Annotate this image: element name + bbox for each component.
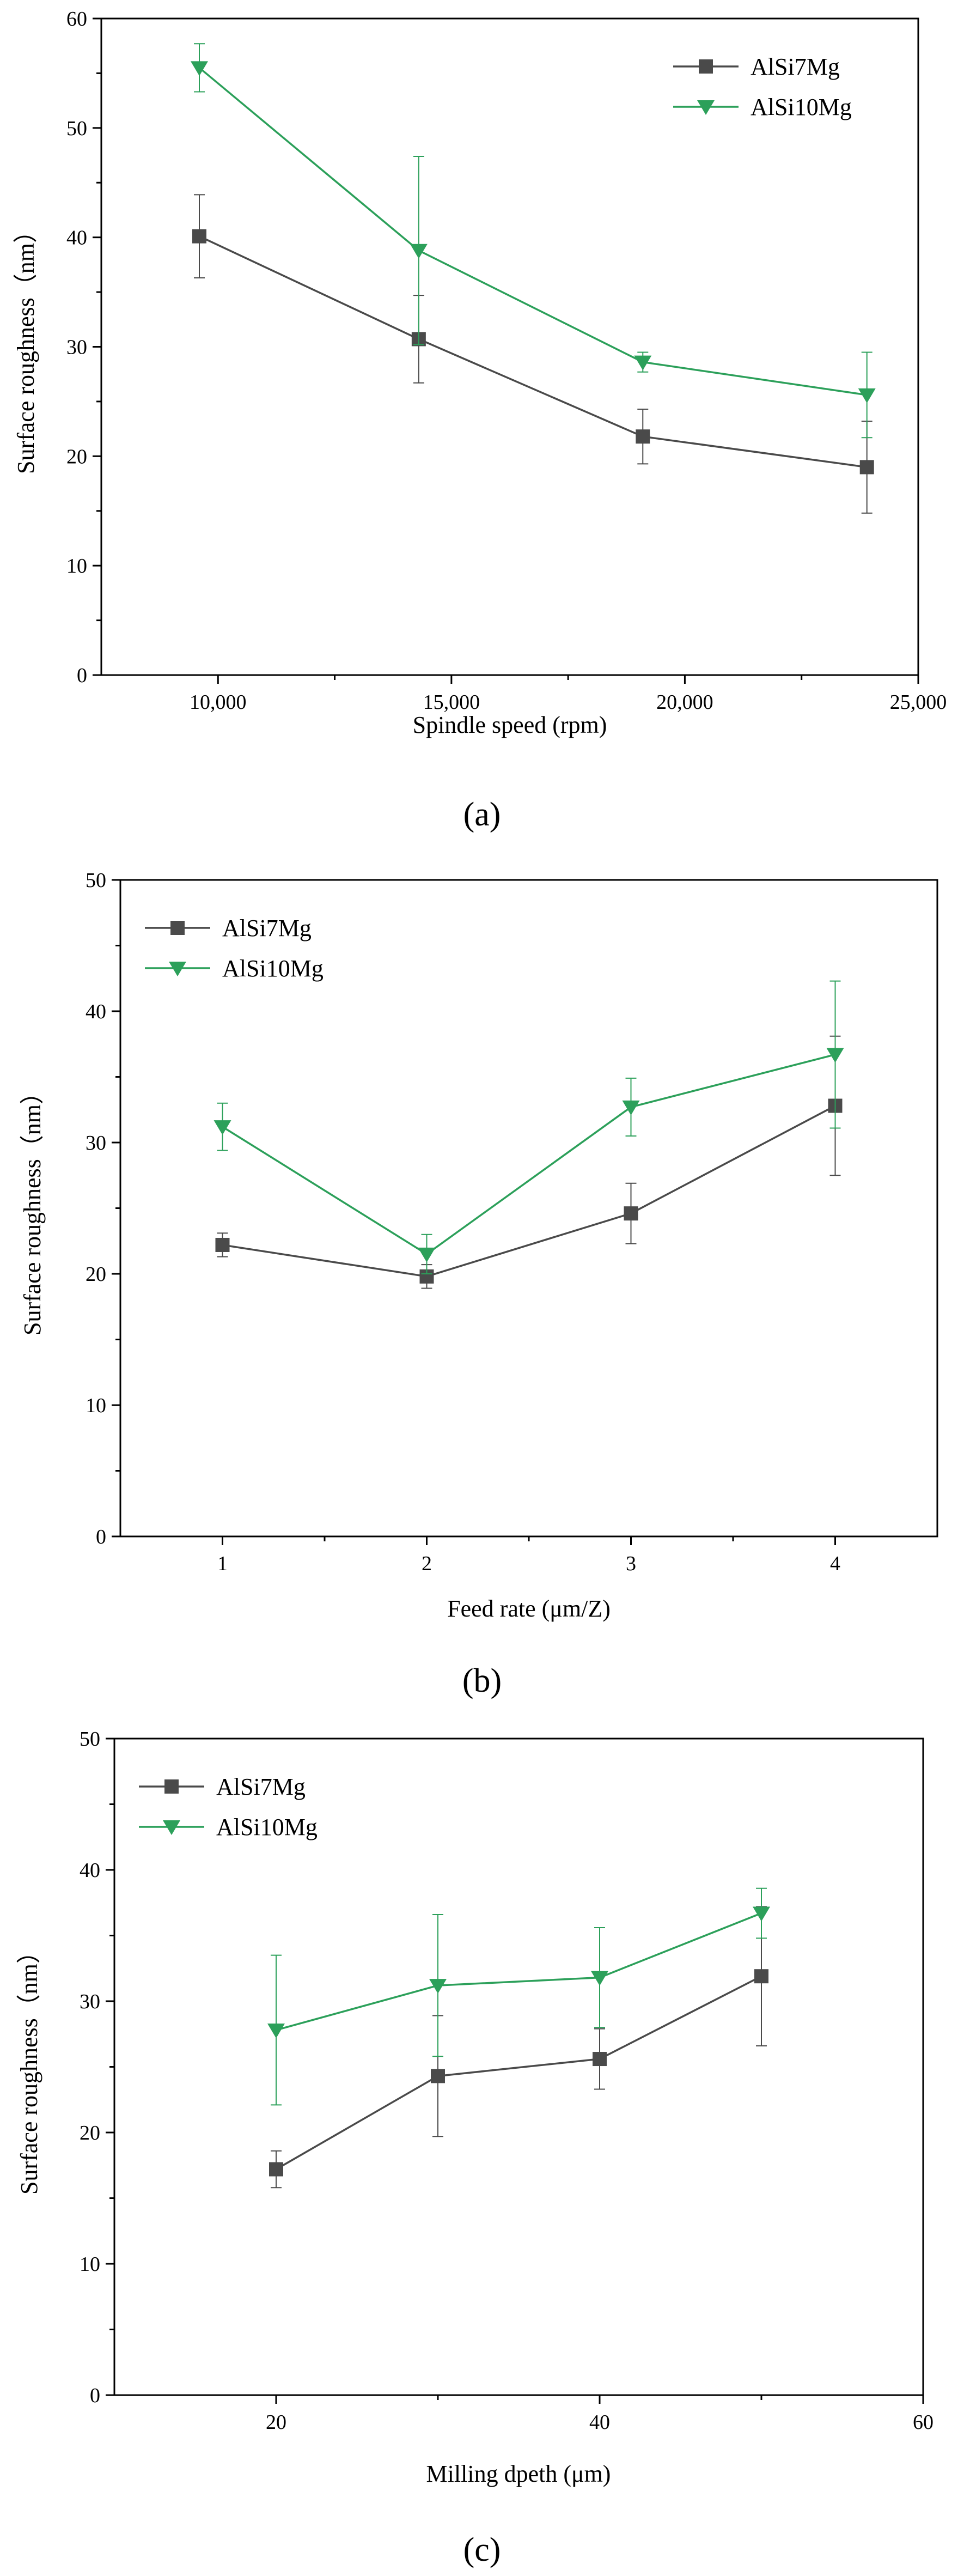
x-axis-label-a: Spindle speed (rpm) <box>413 712 607 738</box>
chart-panel-b: 0 10 20 30 40 50 1 2 3 4 AlSi7Mg AlSi10Mg Feed rat… <box>19 869 938 1699</box>
y-tick-label: 40 <box>80 1859 100 1882</box>
legend-marker-alsi7mg <box>170 921 185 935</box>
data-point-alsi7mg <box>754 1969 768 1984</box>
data-point-alsi10mg <box>410 244 428 259</box>
y-tick-label: 20 <box>66 445 87 468</box>
legend-label-alsi7mg: AlSi7Mg <box>222 915 312 941</box>
y-tick-label: 30 <box>66 336 87 359</box>
data-point-alsi7mg <box>215 1237 230 1252</box>
y-tick-label: 30 <box>86 1132 106 1155</box>
x-tick-label: 3 <box>626 1552 636 1575</box>
data-point-alsi7mg <box>859 460 874 475</box>
axes-c: 0 10 20 30 40 50 20 40 60 <box>80 1728 934 2434</box>
series-line-alsi7mg <box>222 1104 836 1278</box>
data-point-alsi10mg <box>267 2024 285 2039</box>
data-point-alsi10mg <box>418 1247 436 1262</box>
data-point-alsi10mg <box>213 1120 231 1135</box>
series-layer-b <box>213 980 844 1289</box>
legend-b: AlSi7Mg AlSi10Mg <box>145 915 324 982</box>
series-layer-a <box>191 43 876 514</box>
data-point-alsi10mg <box>634 355 652 370</box>
x-tick-label: 20 <box>266 2411 286 2434</box>
data-point-alsi7mg <box>431 2069 445 2083</box>
chart-panel-c: 0 10 20 30 40 50 20 40 60 AlSi7Mg AlSi10Mg Millin… <box>16 1728 934 2568</box>
axes-a: 0 10 20 30 40 50 60 10,000 15,000 20,000 25,000 <box>66 8 947 714</box>
data-point-alsi7mg <box>624 1206 638 1221</box>
y-axis-label-c: Surface roughness（nm） <box>16 1940 42 2195</box>
panel-label-a: (a) <box>463 796 501 833</box>
y-tick-label: 10 <box>66 555 87 578</box>
y-tick-label: 50 <box>80 1728 100 1751</box>
y-tick-label: 40 <box>66 227 87 250</box>
data-point-alsi7mg <box>593 2052 607 2067</box>
legend-label-alsi10mg: AlSi10Mg <box>216 1814 318 1840</box>
legend-marker-alsi7mg <box>164 1779 179 1794</box>
x-tick-label: 10,000 <box>190 691 247 714</box>
data-point-alsi10mg <box>191 61 208 76</box>
legend-label-alsi7mg: AlSi7Mg <box>751 53 840 80</box>
x-axis-label-c: Milling dpeth (μm) <box>426 2460 611 2487</box>
y-tick-label: 10 <box>86 1394 106 1417</box>
y-tick-label: 10 <box>80 2253 100 2276</box>
data-point-alsi7mg <box>192 229 206 244</box>
y-tick-label: 50 <box>86 869 106 892</box>
x-tick-label: 1 <box>217 1552 228 1575</box>
y-axis-label-a: Surface roughness（nm） <box>13 219 39 474</box>
series-line-alsi10mg <box>276 1912 762 2031</box>
data-point-alsi7mg <box>636 429 650 444</box>
series-line-alsi7mg <box>276 1975 762 2171</box>
legend-label-alsi7mg: AlSi7Mg <box>216 1773 306 1800</box>
data-point-alsi10mg <box>753 1906 770 1922</box>
x-tick-label: 60 <box>913 2411 934 2434</box>
panel-label-c: (c) <box>463 2531 501 2568</box>
y-tick-label: 20 <box>80 2122 100 2144</box>
legend-marker-alsi7mg <box>699 59 713 74</box>
series-line-alsi10mg <box>198 67 867 396</box>
data-point-alsi7mg <box>269 2162 283 2177</box>
axes-b: 0 10 20 30 40 50 1 2 3 4 <box>86 869 840 1575</box>
x-tick-label: 20,000 <box>656 691 713 714</box>
panel-label-b: (b) <box>462 1662 502 1699</box>
x-axis-label-b: Feed rate (μm/Z) <box>447 1595 611 1622</box>
legend-label-alsi10mg: AlSi10Mg <box>222 955 324 982</box>
y-tick-label: 50 <box>66 117 87 140</box>
y-tick-label: 0 <box>90 2384 100 2407</box>
y-tick-label: 30 <box>80 1990 100 2013</box>
data-point-alsi10mg <box>826 1048 844 1063</box>
x-tick-label: 40 <box>589 2411 610 2434</box>
y-tick-label: 0 <box>77 664 87 687</box>
y-tick-label: 0 <box>96 1526 106 1548</box>
series-layer-c <box>267 1887 770 2189</box>
y-tick-label: 20 <box>86 1263 106 1286</box>
legend-marker-alsi10mg <box>163 1820 180 1835</box>
data-point-alsi10mg <box>858 388 876 403</box>
legend-marker-alsi10mg <box>169 962 186 976</box>
series-line-alsi7mg <box>199 235 867 469</box>
data-point-alsi10mg <box>622 1100 640 1115</box>
legend-a: AlSi7Mg AlSi10Mg <box>673 53 852 120</box>
y-tick-label: 60 <box>66 8 87 31</box>
data-point-alsi10mg <box>591 1971 608 1986</box>
legend-c: AlSi7Mg AlSi10Mg <box>139 1773 318 1840</box>
series-line-alsi10mg <box>222 1053 835 1255</box>
x-tick-label: 2 <box>422 1552 432 1575</box>
x-tick-label: 25,000 <box>890 691 947 714</box>
y-tick-label: 40 <box>86 1000 106 1023</box>
legend-label-alsi10mg: AlSi10Mg <box>751 94 852 120</box>
x-tick-label: 15,000 <box>423 691 480 714</box>
x-tick-label: 4 <box>830 1552 840 1575</box>
legend-marker-alsi10mg <box>697 100 715 115</box>
y-axis-label-b: Surface roughness（nm） <box>19 1080 46 1335</box>
chart-panel-a: 0 10 20 30 40 50 60 10,000 15,000 20,000 25,000 Al… <box>13 8 947 833</box>
data-point-alsi10mg <box>429 1979 447 1994</box>
